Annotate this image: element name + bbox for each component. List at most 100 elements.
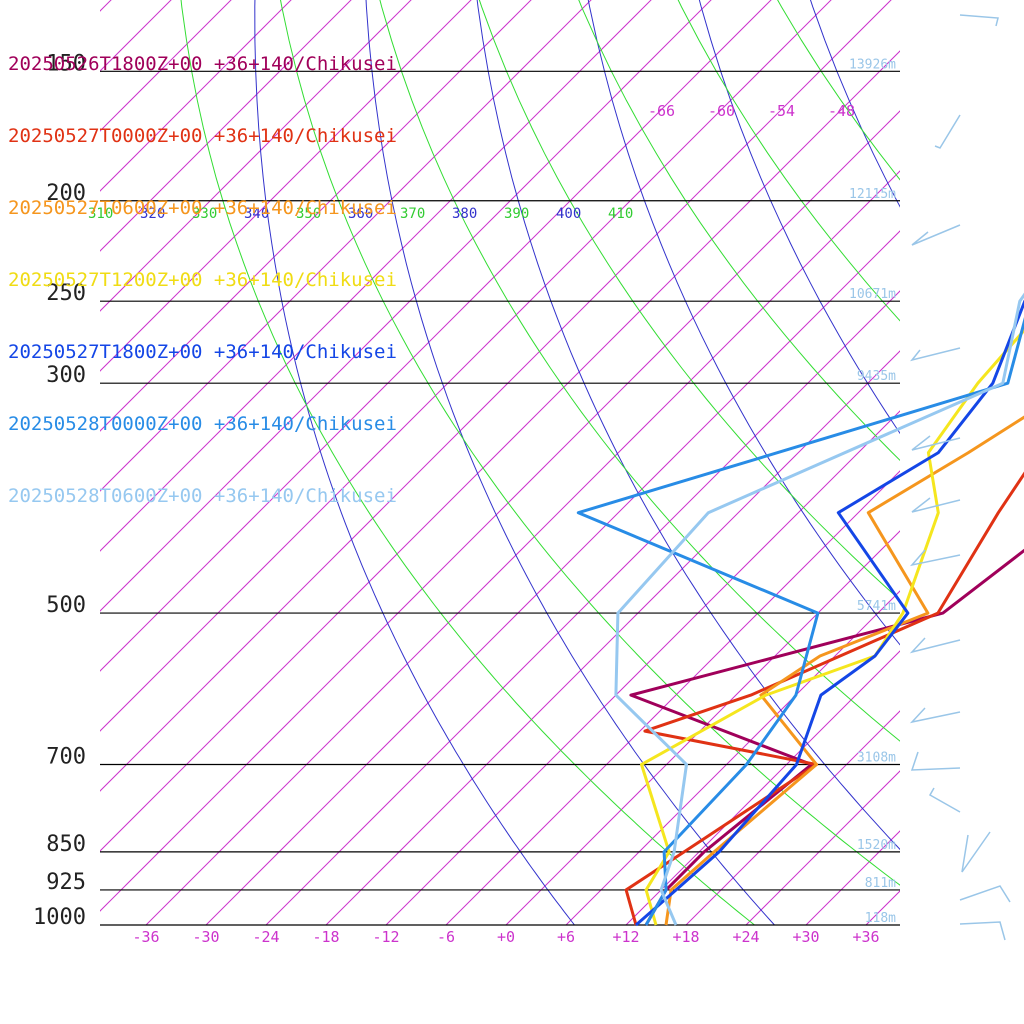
temperature-tick-label: -12 bbox=[372, 928, 399, 946]
dry-adiabat-lines bbox=[254, 0, 1024, 925]
temperature-axis-labels: -36 -30 -24 -18 -12 -6 +0 +6 +12 +18 +24 +30 +36 bbox=[132, 928, 879, 946]
height-label: 811m bbox=[865, 876, 896, 891]
pressure-label: 1000 bbox=[33, 905, 86, 930]
pressure-label: 300 bbox=[46, 363, 86, 388]
legend-entry: 20250528T0000Z+00 +36+140/Chikusei bbox=[8, 413, 397, 435]
theta-labels: 310 320 330 340 350 360 370 380 390 400 410 bbox=[88, 206, 633, 222]
isotherm-line bbox=[565, 590, 900, 925]
legend-entry: 20250527T0600Z+00 +36+140/Chikusei bbox=[8, 197, 397, 219]
theta-label: 340 bbox=[244, 206, 269, 222]
moist-adiabat-line bbox=[280, 0, 900, 886]
sounding-line bbox=[664, 415, 1024, 926]
isobar-lines bbox=[100, 70, 900, 926]
isotherm-line bbox=[745, 770, 900, 925]
temperature-tick-label: +30 bbox=[792, 928, 819, 946]
wind-barb bbox=[934, 114, 961, 149]
sounding-line bbox=[624, 471, 1024, 926]
theta-label: 350 bbox=[296, 206, 321, 222]
theta-label: 410 bbox=[608, 206, 633, 222]
isotherm-line bbox=[505, 530, 900, 925]
pressure-label: 925 bbox=[46, 870, 86, 895]
height-label: 9435m bbox=[857, 369, 896, 384]
wind-barb bbox=[911, 435, 961, 451]
sounding-line bbox=[635, 299, 1024, 927]
moist-adiabat-line bbox=[777, 0, 900, 181]
isotherm-line bbox=[265, 290, 900, 925]
temperature-tick-label: +0 bbox=[497, 928, 515, 946]
pressure-label: 500 bbox=[46, 593, 86, 618]
temperature-tick-label: +12 bbox=[612, 928, 639, 946]
isotherm-line bbox=[625, 650, 900, 925]
isotherm-line bbox=[805, 830, 900, 925]
isotherm-line bbox=[100, 0, 892, 792]
wind-barb bbox=[909, 707, 961, 724]
legend-entry: 20250527T1200Z+00 +36+140/Chikusei bbox=[8, 269, 397, 291]
dry-adiabat-line bbox=[698, 0, 900, 435]
wind-barbs bbox=[909, 14, 1011, 941]
upper-temp-labels: -66 -60 -54 -48 bbox=[648, 102, 855, 120]
theta-label: 360 bbox=[348, 206, 373, 222]
isotherm-line bbox=[100, 0, 772, 672]
moist-adiabat-line bbox=[578, 0, 900, 462]
height-label: 5741m bbox=[857, 599, 896, 614]
dry-adiabat-line bbox=[951, 0, 1024, 925]
wind-barb bbox=[959, 921, 1006, 941]
isotherm-line bbox=[926, 0, 1024, 925]
temperature-tick-label: -24 bbox=[252, 928, 279, 946]
isotherm-line bbox=[445, 470, 900, 925]
pressure-label: 700 bbox=[46, 744, 86, 769]
theta-label: 320 bbox=[140, 206, 165, 222]
legend-entry: 20250528T0600Z+00 +36+140/Chikusei bbox=[8, 485, 397, 507]
legend-entry: 20250527T1800Z+00 +36+140/Chikusei bbox=[8, 341, 397, 363]
sounding-line bbox=[629, 548, 1024, 926]
height-labels: 16461m13926m12115m10671m9435m5741m3108m1… bbox=[849, 57, 896, 926]
temperature-tick-label: +6 bbox=[557, 928, 575, 946]
theta-label: 380 bbox=[452, 206, 477, 222]
isotherm-line bbox=[986, 0, 1024, 925]
isotherm-line bbox=[100, 0, 532, 432]
wind-barb bbox=[911, 497, 961, 513]
isotherm-line bbox=[100, 0, 712, 612]
legend-entry: 20250527T0000Z+00 +36+140/Chikusei bbox=[8, 125, 397, 147]
theta-label: 370 bbox=[400, 206, 425, 222]
dry-adiabat-line bbox=[854, 0, 1024, 925]
moist-adiabat-line bbox=[379, 0, 900, 742]
dry-adiabat-line bbox=[587, 0, 900, 646]
upper-temp-label: -66 bbox=[648, 102, 675, 120]
isotherm-line bbox=[100, 0, 472, 372]
legend: 20250526T1800Z+00 +36+140/Chikusei 20250… bbox=[8, 4, 397, 532]
upper-temp-label: -60 bbox=[708, 102, 735, 120]
isotherm-line bbox=[100, 0, 592, 492]
height-label: 12115m bbox=[849, 187, 896, 202]
isotherm-line bbox=[325, 350, 900, 925]
wind-barb bbox=[910, 347, 961, 362]
temperature-tick-label: -30 bbox=[192, 928, 219, 946]
upper-temp-label: -54 bbox=[768, 102, 795, 120]
pressure-label: 850 bbox=[46, 832, 86, 857]
sounding-line bbox=[640, 328, 1024, 926]
pressure-label: 250 bbox=[46, 281, 86, 306]
height-label: 118m bbox=[865, 911, 896, 926]
pressure-label: 150 bbox=[46, 51, 86, 76]
temperature-tick-label: +24 bbox=[732, 928, 759, 946]
wind-barb bbox=[909, 637, 961, 654]
temperature-tick-label: -36 bbox=[132, 928, 159, 946]
theta-label: 400 bbox=[556, 206, 581, 222]
sounding-series bbox=[576, 292, 1024, 927]
height-label: 13926m bbox=[849, 57, 896, 72]
pressure-labels: 1001502002503005007008509251000 bbox=[33, 51, 86, 930]
wind-barb bbox=[961, 831, 991, 873]
height-label: 10671m bbox=[849, 287, 896, 302]
temperature-tick-label: -6 bbox=[437, 928, 455, 946]
isotherm-line bbox=[100, 0, 652, 552]
dry-adiabat-line bbox=[254, 0, 575, 925]
legend-entry: 20250526T1800Z+00 +36+140/Chikusei bbox=[8, 53, 397, 75]
temperature-tick-label: +18 bbox=[672, 928, 699, 946]
wind-barb bbox=[928, 787, 961, 813]
dry-adiabat-line bbox=[809, 0, 900, 208]
height-label: 3108m bbox=[857, 750, 896, 765]
isotherm-line bbox=[100, 0, 832, 732]
pressure-label: 200 bbox=[46, 181, 86, 206]
wind-barb bbox=[911, 224, 961, 246]
